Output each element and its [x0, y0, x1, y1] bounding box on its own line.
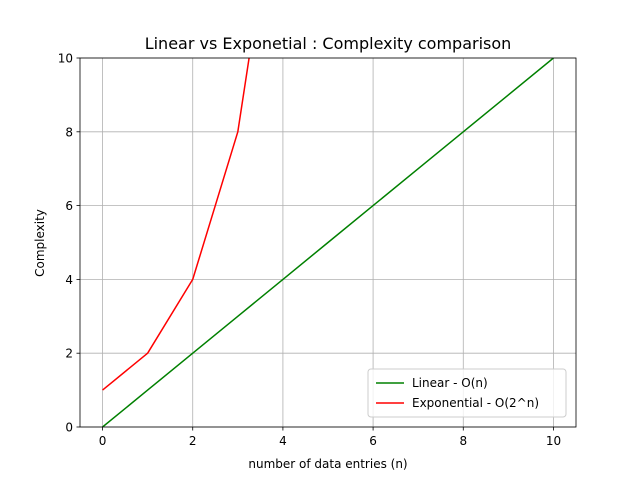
y-tick-label: 10	[58, 52, 73, 66]
y-tick-label: 0	[65, 421, 73, 435]
x-tick-label: 2	[189, 434, 197, 448]
legend-label: Linear - O(n)	[412, 376, 488, 390]
legend-box	[367, 368, 567, 418]
x-tick-label: 0	[99, 434, 107, 448]
plot-frame	[79, 57, 577, 428]
chart-title: Linear vs Exponetial : Complexity compar…	[145, 34, 512, 53]
y-tick-label: 2	[65, 347, 73, 361]
y-axis-label: Complexity	[33, 209, 47, 277]
y-tick-label: 6	[65, 199, 73, 213]
series-line-0	[102, 58, 554, 427]
y-axis-ticks: 0 2 4 6 8 10	[58, 52, 80, 435]
legend-label: Exponential - O(2^n)	[412, 396, 539, 410]
x-axis-ticks: 0 2 4 6 8 10	[99, 427, 561, 448]
series-group	[102, 58, 554, 427]
x-tick-label: 8	[459, 434, 467, 448]
series-line-1	[102, 58, 250, 391]
y-tick-label: 8	[65, 125, 73, 139]
legend: Linear - O(n) Exponential - O(2^n)	[367, 368, 567, 418]
y-tick-label: 4	[65, 273, 73, 287]
x-tick-label: 10	[546, 434, 561, 448]
x-tick-label: 6	[369, 434, 377, 448]
x-axis-label: number of data entries (n)	[248, 457, 407, 471]
x-tick-label: 4	[279, 434, 287, 448]
